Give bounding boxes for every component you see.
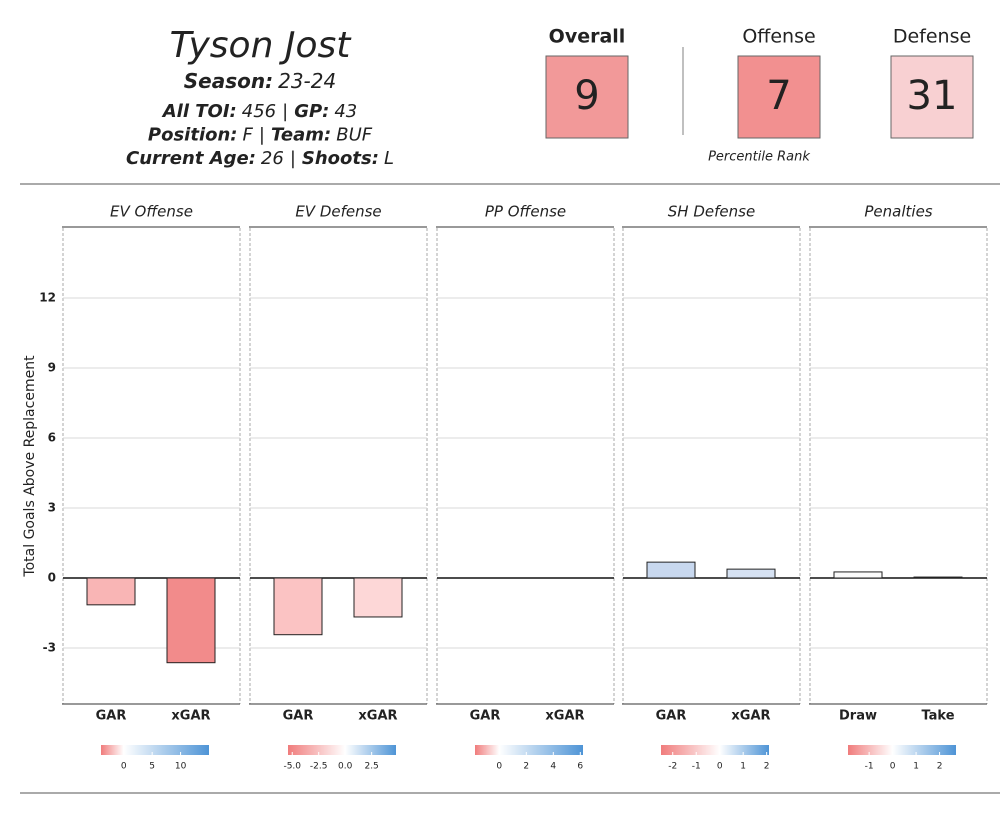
colorbar-tick-label: -5.0 [283,762,301,772]
y-axis-label: Total Goals Above Replacement [22,355,38,578]
bar [833,571,883,579]
rank-box [890,55,974,139]
colorbar-tick-label: 4 [550,762,556,772]
colorbar-tick-label: 0 [890,762,896,772]
x-tick-label: GAR [96,709,127,724]
colorbar-tick-label: 10 [175,762,187,772]
panel-title: Penalties [864,203,932,221]
info-value: 26 [261,148,284,169]
bar [913,576,963,579]
colorbar-tick-label: -1 [692,762,701,772]
rank-note: Percentile Rank [708,150,810,165]
separator: | [259,125,265,146]
bar [353,577,403,618]
panel-title: PP Offense [485,203,566,221]
rank-label: Offense [742,26,815,48]
colorbar-tick-label: 0 [496,762,502,772]
info-label: Season: [184,69,273,93]
x-tick-label: GAR [283,709,314,724]
colorbar [101,745,209,755]
colorbar-tick-label: 2 [937,762,943,772]
x-tick-label: Draw [839,709,877,724]
colorbar-tick-label: 1 [740,762,746,772]
colorbar-tick-label: -1 [865,762,874,772]
colorbar [288,745,396,755]
rank-value: 9 [574,73,599,119]
colorbar-tick-label: 6 [577,762,583,772]
info-line: Season: 23-24 [184,69,336,93]
info-line: All TOI: 456 | GP: 43 [161,101,358,122]
y-tick-label: 0 [48,571,56,585]
colorbar-tick-label: -2.5 [310,762,328,772]
rank-value: 31 [907,73,958,119]
y-tick-label: 3 [48,501,56,515]
colorbar-tick-label: 1 [913,762,919,772]
colorbar-tick-label: 2.5 [364,762,378,772]
colorbar-tick-label: 5 [149,762,155,772]
separator: | [290,148,296,169]
y-tick-label: 12 [39,291,56,305]
info-value: 456 [242,101,276,122]
info-label: Shoots: [302,148,379,169]
rank-label: Overall [549,26,626,48]
info-label: Current Age: [126,148,256,169]
x-tick-label: xGAR [171,709,210,724]
colorbar-tick-label: 2 [764,762,770,772]
bar [726,568,776,579]
rank-box [737,55,821,139]
panel-title: SH Defense [668,203,755,221]
rank-box [545,55,629,139]
rank-label: Defense [893,26,971,48]
bar [86,577,136,606]
colorbar [475,745,583,755]
info-value: F [243,125,254,146]
x-tick-label: GAR [656,709,687,724]
info-value: 43 [334,101,357,122]
panel-title: EV Defense [295,203,381,221]
x-tick-label: xGAR [545,709,584,724]
colorbar [661,745,769,755]
colorbar-tick-label: 2 [523,762,529,772]
info-label: GP: [294,101,329,122]
info-line: Position: F | Team: BUF [148,125,373,146]
info-label: All TOI: [161,101,237,122]
y-tick-label: -3 [43,641,56,655]
info-line: Current Age: 26 | Shoots: L [126,148,394,169]
player-name: Tyson Jost [170,25,353,66]
x-tick-label: Take [921,709,954,724]
info-value: L [384,148,394,169]
bar [166,577,216,664]
bar [646,561,696,579]
bar [273,577,323,636]
colorbar-tick-label: 0.0 [338,762,353,772]
x-tick-label: xGAR [731,709,770,724]
colorbar-tick-label: 0 [121,762,127,772]
y-tick-label: 6 [48,431,56,445]
panel-title: EV Offense [110,203,193,221]
info-label: Team: [271,125,331,146]
colorbar-tick-label: 0 [717,762,723,772]
x-tick-label: xGAR [358,709,397,724]
info-value: 23-24 [278,69,336,93]
x-tick-label: GAR [470,709,501,724]
colorbar-tick-label: -2 [668,762,677,772]
y-tick-label: 9 [48,361,56,375]
info-label: Position: [148,125,238,146]
info-value: BUF [336,125,373,146]
colorbar [848,745,956,755]
separator: | [282,101,288,122]
rank-value: 7 [766,73,791,119]
